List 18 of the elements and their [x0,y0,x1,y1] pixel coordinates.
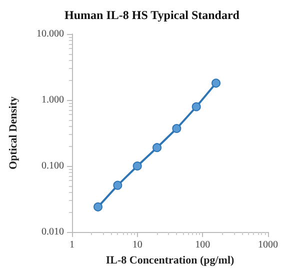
point [132,162,142,170]
point [94,202,102,212]
y-axis-title: Optical Density [8,96,20,170]
x-tick-label: 10 [132,240,142,250]
y-tick-label: 0.100 [42,160,64,172]
y-tick-label: 10.000 [36,28,64,40]
x-tick-label: 1 [70,240,74,250]
y-tick-label: 1.000 [42,94,64,106]
x-axis-title: IL-8 Concentration (pg/ml) [106,254,234,266]
y-tick-label: 0.010 [42,226,64,238]
point [172,124,182,133]
chart-title: Human IL-8 HS Typical Standard [64,8,240,22]
x-tick-label: 100 [195,240,210,250]
point [192,102,201,112]
point [212,78,221,88]
x-tick-label: 1000 [258,240,278,250]
point [113,180,122,190]
point [152,143,162,152]
